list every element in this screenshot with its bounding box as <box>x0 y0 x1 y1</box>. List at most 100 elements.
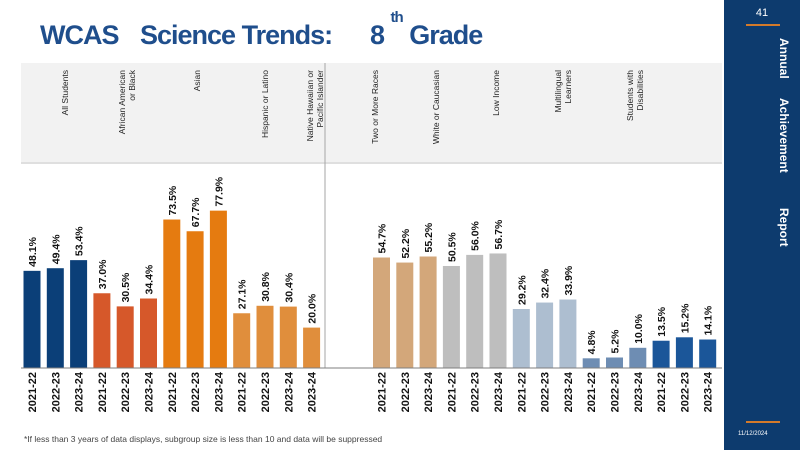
bar-asian-2021-22 <box>163 219 181 368</box>
bar-students-with-disabilities-2023-24 <box>699 339 717 368</box>
year-label-african-american-or-black-2023-24: 2023-24 <box>144 371 156 412</box>
title-grade-number: 8 <box>370 20 385 50</box>
year-label-two-or-more-races-2022-23: 2022-23 <box>400 372 412 412</box>
data-label-all-students-2022-23: 49.4% <box>50 234 62 264</box>
bar-two-or-more-races-2022-23 <box>396 262 414 368</box>
bar-white-or-caucasian-2021-22 <box>442 265 460 368</box>
bar-all-students-2021-22 <box>23 270 41 368</box>
data-label-asian-2023-24: 77.9% <box>213 176 225 206</box>
year-label-low-income-2023-24: 2023-24 <box>563 371 575 412</box>
data-label-all-students-2023-24: 53.4% <box>74 226 86 256</box>
year-label-all-students-2023-24: 2023-24 <box>74 371 86 412</box>
bar-low-income-2022-23 <box>536 302 554 368</box>
sidebar-top-line <box>746 24 780 26</box>
year-label-asian-2023-24: 2023-24 <box>213 371 225 412</box>
year-label-african-american-or-black-2021-22: 2021-22 <box>97 372 109 412</box>
group-label-two-or-more-races: Two or More Races <box>370 70 380 144</box>
data-label-white-or-caucasian-2022-23: 56.0% <box>470 220 482 250</box>
data-label-white-or-caucasian-2021-22: 50.5% <box>446 232 458 262</box>
bar-multilingual-learners-2021-22 <box>582 358 600 368</box>
year-label-multilingual-learners-2021-22: 2021-22 <box>586 372 598 412</box>
data-label-white-or-caucasian-2023-24: 56.7% <box>493 219 505 249</box>
page-number: 41 <box>755 7 769 19</box>
slide-title: WCAS Science Trends: 8 th Grade <box>40 9 700 54</box>
year-label-hispanic-or-latino-2021-22: 2021-22 <box>237 372 249 412</box>
data-label-multilingual-learners-2023-24: 10.0% <box>633 313 645 343</box>
data-label-two-or-more-races-2021-22: 54.7% <box>377 223 389 253</box>
data-label-african-american-or-black-2023-24: 34.4% <box>144 264 156 294</box>
slide-date: 11/12/2024 <box>738 431 768 437</box>
footnote: *If less than 3 years of data displays, … <box>24 434 383 444</box>
group-label-low-income: Low Income <box>491 70 501 116</box>
data-label-two-or-more-races-2022-23: 52.2% <box>400 228 412 258</box>
sidebar-word-achievement: Achievement <box>777 98 791 173</box>
group-label-african-american-or-black-line2: or Black <box>127 69 137 100</box>
bar-all-students-2022-23 <box>46 268 64 368</box>
bar-two-or-more-races-2023-24 <box>419 256 437 368</box>
data-label-students-with-disabilities-2021-22: 13.5% <box>656 306 668 336</box>
year-label-multilingual-learners-2023-24: 2023-24 <box>633 371 645 412</box>
group-label-native-hawaiian-or-pacific-islander-line2: Pacific Islander <box>315 70 325 128</box>
bar-african-american-or-black-2023-24 <box>140 298 157 368</box>
data-label-students-with-disabilities-2023-24: 14.1% <box>703 305 715 335</box>
year-label-two-or-more-races-2023-24: 2023-24 <box>423 371 435 412</box>
title-science-trends: Science Trends: <box>140 20 333 50</box>
bar-multilingual-learners-2023-24 <box>629 347 647 368</box>
data-label-hispanic-or-latino-2023-24: 30.4% <box>283 272 295 302</box>
data-label-all-students-2021-22: 48.1% <box>27 236 39 266</box>
group-label-multilingual-learners-line2: Learners <box>563 70 573 104</box>
group-label-asian: Asian <box>192 70 202 92</box>
year-label-african-american-or-black-2022-23: 2022-23 <box>120 372 132 412</box>
data-label-multilingual-learners-2021-22: 4.8% <box>586 330 598 355</box>
sidebar: 41 Annual Achievement Report 11/12/2024 <box>724 0 800 450</box>
group-label-students-with-disabilities-line2: Disabilities <box>635 70 645 111</box>
year-label-students-with-disabilities-2021-22: 2021-22 <box>656 372 668 412</box>
year-label-hispanic-or-latino-2023-24: 2023-24 <box>283 371 295 412</box>
year-label-all-students-2022-23: 2022-23 <box>50 372 62 412</box>
bar-hispanic-or-latino-2023-24 <box>279 306 297 368</box>
year-label-multilingual-learners-2022-23: 2022-23 <box>610 372 622 412</box>
group-label-native-hawaiian-or-pacific-islander-line1: Native Hawaiian or <box>305 70 315 142</box>
bar-african-american-or-black-2022-23 <box>116 306 134 368</box>
year-label-white-or-caucasian-2022-23: 2022-23 <box>470 372 482 412</box>
bar-white-or-caucasian-2023-24 <box>489 253 507 368</box>
bar-all-students-2023-24 <box>70 260 88 368</box>
year-label-white-or-caucasian-2021-22: 2021-22 <box>446 372 458 412</box>
bar-african-american-or-black-2021-22 <box>93 293 111 368</box>
data-label-asian-2021-22: 73.5% <box>167 185 179 215</box>
data-label-low-income-2021-22: 29.2% <box>516 275 528 305</box>
group-label-white-or-caucasian: White or Caucasian <box>431 70 441 144</box>
title-wcas: WCAS <box>40 20 119 50</box>
title-grade-word: Grade <box>409 20 483 50</box>
bar-low-income-2023-24 <box>559 299 577 368</box>
data-label-low-income-2022-23: 32.4% <box>540 268 552 298</box>
year-label-white-or-caucasian-2023-24: 2023-24 <box>493 371 505 412</box>
data-label-hispanic-or-latino-2021-22: 27.1% <box>237 279 249 309</box>
bar-students-with-disabilities-2022-23 <box>675 337 693 368</box>
bar-two-or-more-races-2021-22 <box>373 257 390 368</box>
year-label-all-students-2021-22: 2021-22 <box>27 372 39 412</box>
data-label-multilingual-learners-2022-23: 5.2% <box>610 329 622 354</box>
bar-hispanic-or-latino-2022-23 <box>256 305 274 368</box>
title-grade-suffix: th <box>390 9 404 26</box>
title-grade: 8 th Grade <box>370 9 483 51</box>
year-label-students-with-disabilities-2022-23: 2022-23 <box>679 372 691 412</box>
data-label-african-american-or-black-2021-22: 37.0% <box>97 259 109 289</box>
bar-low-income-2021-22 <box>512 309 530 368</box>
data-label-hispanic-or-latino-2022-23: 30.8% <box>260 271 272 301</box>
bar-students-with-disabilities-2021-22 <box>652 340 670 368</box>
bar-native-hawaiian-or-pacific-islander-2023-24 <box>303 327 321 368</box>
year-label-hispanic-or-latino-2022-23: 2022-23 <box>260 372 272 412</box>
sidebar-bottom-line <box>746 421 780 423</box>
bar-hispanic-or-latino-2021-22 <box>233 313 251 368</box>
group-label-hispanic-or-latino: Hispanic or Latino <box>260 70 270 138</box>
bar-multilingual-learners-2022-23 <box>606 357 623 368</box>
chart: All Students 48.1% 2021-22 49.4% 2022-23 53.4… <box>21 63 722 412</box>
bar-asian-2022-23 <box>186 231 204 368</box>
data-label-asian-2022-23: 67.7% <box>190 197 202 227</box>
data-label-low-income-2023-24: 33.9% <box>563 265 575 295</box>
sidebar-word-report: Report <box>777 208 791 247</box>
data-label-african-american-or-black-2022-23: 30.5% <box>120 272 132 302</box>
year-label-low-income-2021-22: 2021-22 <box>516 372 528 412</box>
group-label-multilingual-learners-line1: Multilingual <box>553 70 563 113</box>
